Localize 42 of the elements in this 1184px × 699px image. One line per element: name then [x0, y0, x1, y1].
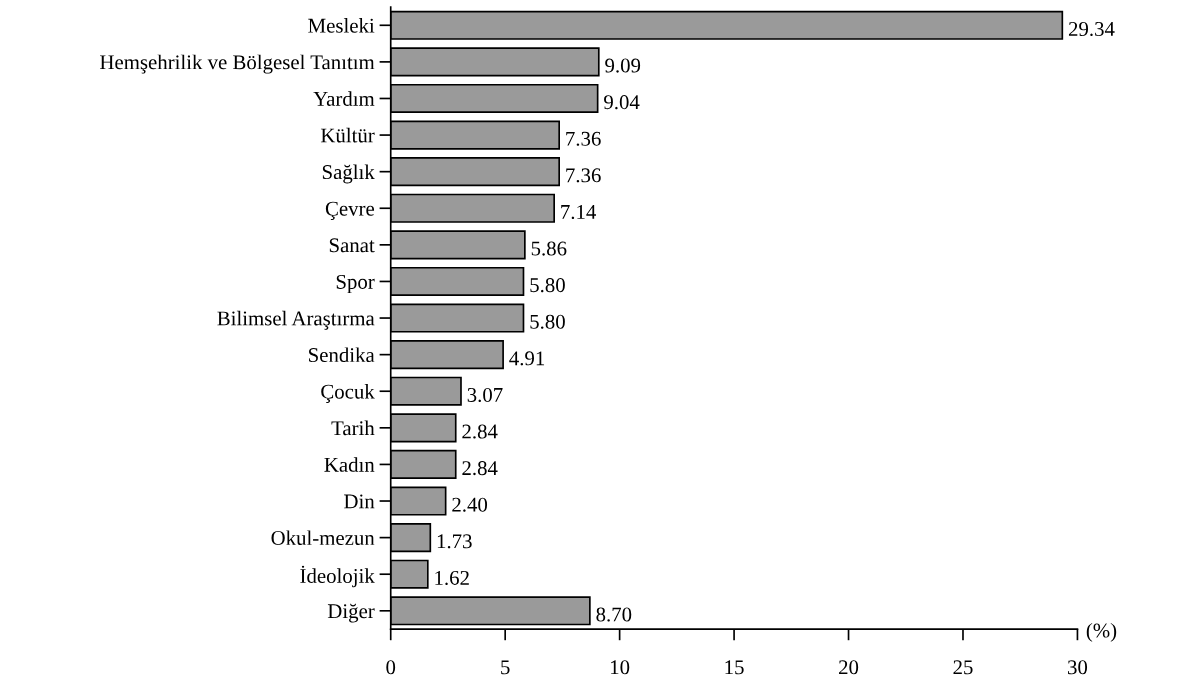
- data-label: 1.73: [437, 534, 472, 549]
- y-tick-label: Kültür: [320, 127, 375, 143]
- data-label: 8.70: [596, 607, 632, 622]
- y-tick-label: Yardım: [313, 91, 375, 106]
- data-label: 5.80: [530, 278, 565, 293]
- y-tick-label: Okul-mezun: [271, 530, 375, 546]
- y-tick-label: Hemşehrilik ve Bölgesel Tanıtım: [100, 54, 375, 74]
- x-tick-label: 30: [1068, 660, 1088, 675]
- x-axis-title: (%): [1086, 622, 1117, 642]
- y-tick-label: Sağlık: [322, 164, 375, 184]
- x-tick-label: 20: [839, 660, 859, 675]
- data-label: 7.14: [561, 205, 597, 220]
- y-tick-label: Bilimsel Araştırma: [217, 310, 375, 330]
- y-tick-label: Tarih: [331, 420, 375, 436]
- y-tick-label: Çocuk: [321, 384, 375, 403]
- y-tick-label: Din: [344, 494, 375, 509]
- data-label: 2.84: [462, 424, 498, 439]
- x-tick-label: 5: [501, 660, 510, 675]
- data-label: 2.84: [462, 461, 498, 476]
- x-tick-label: 0: [386, 660, 396, 675]
- data-label: 2.40: [452, 497, 488, 512]
- data-label: 4.91: [509, 351, 545, 366]
- y-tick-label: Kadın: [324, 457, 375, 472]
- y-tick-label: Çevre: [325, 201, 375, 220]
- y-tick-label: Diğer: [327, 603, 375, 623]
- y-tick-label: Sanat: [329, 238, 375, 253]
- x-tick-label: 10: [611, 660, 630, 675]
- data-label: 7.36: [566, 131, 601, 146]
- y-tick-label: Sendika: [309, 347, 375, 363]
- data-label: 9.09: [605, 58, 641, 73]
- data-label: 1.62: [435, 570, 469, 585]
- data-label: 5.86: [531, 241, 567, 256]
- y-tick-label: Mesleki: [308, 18, 375, 33]
- data-label: 29.34: [1068, 21, 1115, 37]
- data-label: 7.36: [566, 168, 601, 183]
- x-tick-label: 25: [953, 660, 973, 675]
- data-label: 9.04: [604, 95, 640, 110]
- data-label: 3.07: [467, 387, 503, 403]
- y-tick-label: Spor: [336, 274, 375, 294]
- x-tick-label: 15: [725, 660, 744, 675]
- y-tick-label: İdeolojik: [300, 565, 375, 588]
- data-label: 5.80: [530, 314, 565, 329]
